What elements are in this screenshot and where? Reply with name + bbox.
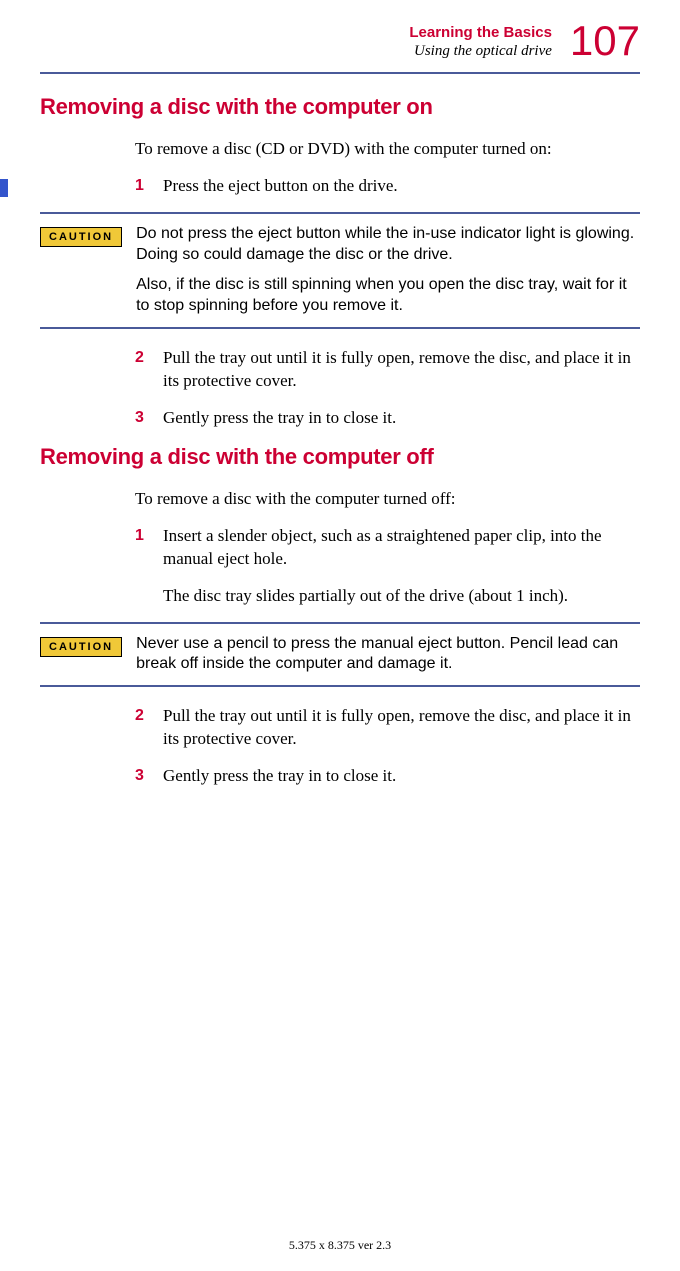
step-text: Press the eject button on the drive. xyxy=(163,175,640,198)
caution-icon: CAUTION xyxy=(40,637,122,657)
page-footer: 5.375 x 8.375 ver 2.3 xyxy=(0,1238,680,1253)
step-number: 2 xyxy=(135,347,163,393)
intro-off: To remove a disc with the computer turne… xyxy=(135,488,640,511)
step-number: 1 xyxy=(135,175,163,198)
step-on-3: 3 Gently press the tray in to close it. xyxy=(135,407,640,430)
intro-on: To remove a disc (CD or DVD) with the co… xyxy=(135,138,640,161)
side-marker xyxy=(0,179,8,197)
step-text: Gently press the tray in to close it. xyxy=(163,407,640,430)
header-text-block: Learning the Basics Using the optical dr… xyxy=(409,20,552,60)
section-subtitle: Using the optical drive xyxy=(409,43,552,60)
page-content: Learning the Basics Using the optical dr… xyxy=(0,0,680,788)
caution-icon: CAUTION xyxy=(40,227,122,247)
step-on-2: 2 Pull the tray out until it is fully op… xyxy=(135,347,640,393)
step-off-3: 3 Gently press the tray in to close it. xyxy=(135,765,640,788)
page-number: 107 xyxy=(570,20,640,62)
step-text: Pull the tray out until it is fully open… xyxy=(163,705,640,751)
header-rule xyxy=(40,72,640,74)
step-off-1: 1 Insert a slender object, such as a str… xyxy=(135,525,640,571)
page-header: Learning the Basics Using the optical dr… xyxy=(40,20,640,62)
caution-block-1: CAUTION Do not press the eject button wh… xyxy=(40,212,640,329)
step-number: 3 xyxy=(135,765,163,788)
heading-computer-on: Removing a disc with the computer on xyxy=(40,94,640,120)
caution-para: Do not press the eject button while the … xyxy=(136,224,640,266)
step-on-1: 1 Press the eject button on the drive. xyxy=(135,175,640,198)
heading-computer-off: Removing a disc with the computer off xyxy=(40,444,640,470)
caution-text-2: Never use a pencil to press the manual e… xyxy=(136,634,640,676)
step-text: Gently press the tray in to close it. xyxy=(163,765,640,788)
step-off-2: 2 Pull the tray out until it is fully op… xyxy=(135,705,640,751)
caution-block-2: CAUTION Never use a pencil to press the … xyxy=(40,622,640,688)
step-number: 3 xyxy=(135,407,163,430)
caution-para: Never use a pencil to press the manual e… xyxy=(136,634,640,676)
step-text: Insert a slender object, such as a strai… xyxy=(163,525,640,571)
step-text: Pull the tray out until it is fully open… xyxy=(163,347,640,393)
chapter-title: Learning the Basics xyxy=(409,24,552,41)
caution-para: Also, if the disc is still spinning when… xyxy=(136,275,640,317)
step-number: 2 xyxy=(135,705,163,751)
step-off-1-result: The disc tray slides partially out of th… xyxy=(163,585,640,608)
caution-text-1: Do not press the eject button while the … xyxy=(136,224,640,317)
step-number: 1 xyxy=(135,525,163,571)
